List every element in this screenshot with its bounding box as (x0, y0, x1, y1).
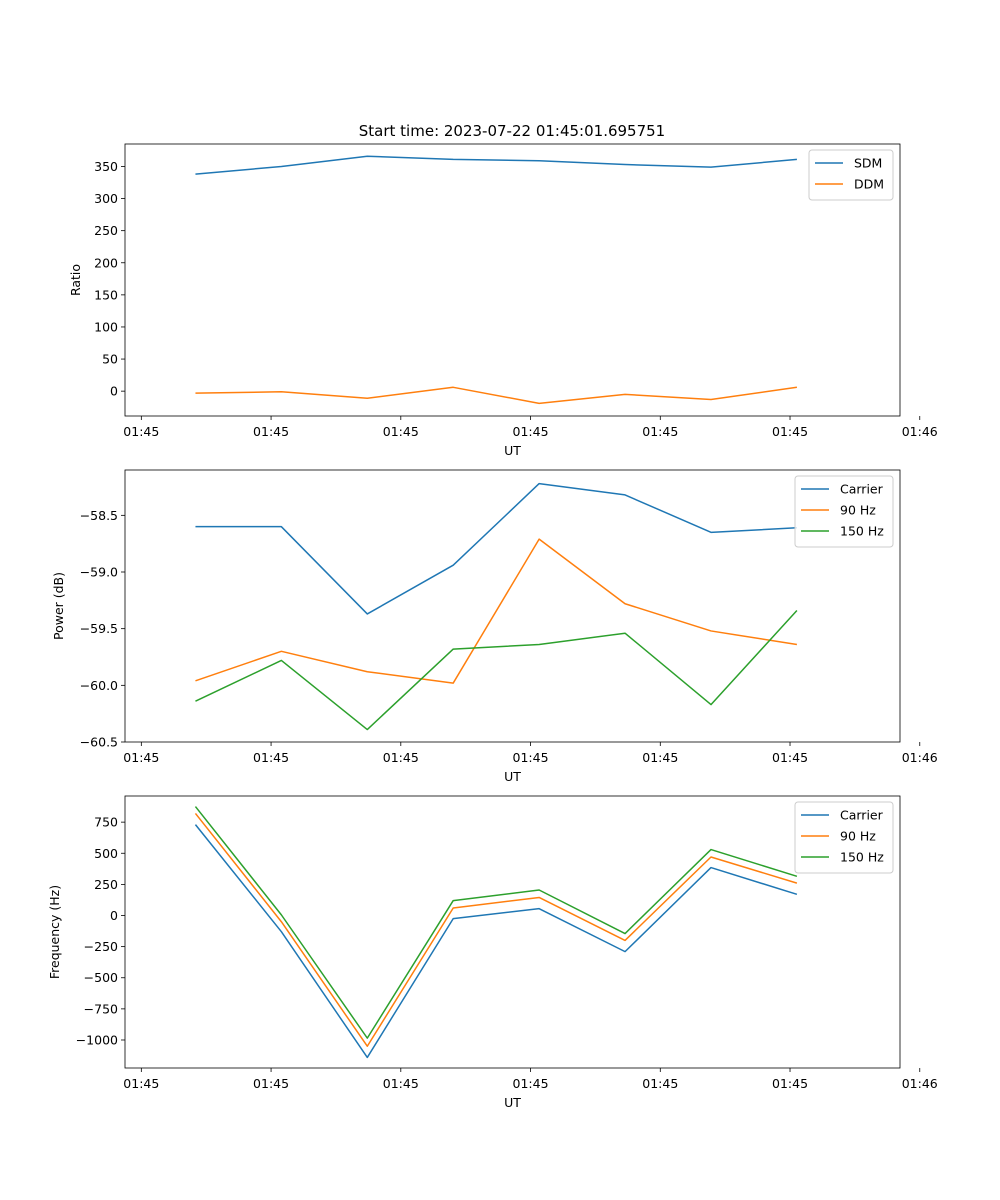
y-tick-label: 350 (94, 159, 118, 174)
series-line-150-hz (194, 806, 798, 1039)
x-tick-label: 01:45 (253, 1076, 289, 1091)
y-tick-label: 200 (94, 255, 118, 270)
legend-label: 90 Hz (840, 829, 876, 844)
x-tick-label: 01:45 (513, 1076, 549, 1091)
y-axis-label: Frequency (Hz) (47, 885, 62, 979)
y-tick-label: 300 (94, 191, 118, 206)
y-tick-label: 0 (110, 908, 118, 923)
x-tick-label: 01:45 (642, 750, 678, 765)
x-axis-label: UT (504, 1095, 521, 1110)
y-tick-label: −58.5 (80, 508, 118, 523)
y-tick-label: −59.5 (80, 621, 118, 636)
x-tick-label: 01:45 (513, 750, 549, 765)
x-tick-label: 01:46 (902, 1076, 938, 1091)
series-line-ddm (195, 386, 798, 405)
legend-label: Carrier (840, 482, 884, 497)
plot-frame (124, 143, 901, 417)
plot-frame (124, 795, 901, 1069)
x-axis-label: UT (504, 769, 521, 784)
series-line-150-hz (195, 610, 798, 731)
x-tick-label: 01:45 (123, 1076, 159, 1091)
y-axis-label: Ratio (68, 264, 83, 296)
plot-frame (124, 469, 901, 743)
series-line-90-hz (194, 812, 798, 1047)
x-tick-label: 01:45 (513, 424, 549, 439)
y-tick-label: 50 (102, 352, 118, 367)
y-tick-label: −750 (84, 1001, 118, 1016)
y-tick-label: −500 (84, 970, 118, 985)
legend-box (794, 801, 894, 874)
x-tick-label: 01:45 (772, 424, 808, 439)
y-tick-label: 750 (94, 815, 118, 830)
x-tick-label: 01:46 (902, 424, 938, 439)
x-tick-label: 01:45 (383, 750, 419, 765)
x-axis-label: UT (504, 443, 521, 458)
legend-label: 150 Hz (840, 524, 884, 539)
legend: Carrier 90 Hz 150 Hz (794, 801, 894, 874)
x-tick-label: 01:45 (123, 750, 159, 765)
y-axis-label: Power (dB) (51, 572, 66, 640)
y-tick-label: −250 (84, 939, 118, 954)
y-tick-label: 500 (94, 846, 118, 861)
series-line-sdm (195, 155, 797, 175)
legend: SDM DDM (808, 149, 894, 201)
panel-2: 01:45 01:45 01:45 01:45 01:45 01:45 01:46 −60.5… (51, 469, 938, 784)
legend-label: DDM (854, 177, 884, 192)
x-tick-label: 01:46 (902, 750, 938, 765)
y-tick-label: −60.0 (80, 678, 118, 693)
y-tick-label: −60.5 (80, 735, 118, 750)
x-tick-label: 01:45 (253, 750, 289, 765)
x-tick-label: 01:45 (383, 424, 419, 439)
y-tick-label: 0 (110, 384, 118, 399)
series-line-carrier (195, 482, 797, 615)
y-tick-label: 100 (94, 319, 118, 334)
y-tick-label: −1000 (76, 1032, 118, 1047)
series-line-carrier (194, 824, 798, 1059)
legend-label: Carrier (840, 808, 884, 823)
y-tick-label: 150 (94, 287, 118, 302)
panel-1: 01:45 01:45 01:45 01:45 01:45 01:45 01:46 0 50 10… (68, 143, 938, 458)
panel-3: 01:45 01:45 01:45 01:45 01:45 01:45 01:46 −1000… (47, 795, 938, 1110)
x-tick-label: 01:45 (772, 750, 808, 765)
y-tick-label: 250 (94, 223, 118, 238)
x-tick-label: 01:45 (383, 1076, 419, 1091)
legend-label: SDM (854, 156, 882, 171)
x-tick-label: 01:45 (772, 1076, 808, 1091)
legend-label: 150 Hz (840, 850, 884, 865)
y-tick-label: −59.0 (80, 565, 118, 580)
legend-label: 90 Hz (840, 503, 876, 518)
panels: 01:45 01:45 01:45 01:45 01:45 01:45 01:46 0 50 10… (47, 143, 938, 1110)
legend-box (794, 475, 894, 548)
y-tick-label: 250 (94, 877, 118, 892)
series-line-90-hz (195, 538, 798, 684)
x-tick-label: 01:45 (123, 424, 159, 439)
x-tick-label: 01:45 (642, 1076, 678, 1091)
x-tick-label: 01:45 (642, 424, 678, 439)
chart-title: Start time: 2023-07-22 01:45:01.695751 (359, 122, 665, 140)
x-tick-label: 01:45 (253, 424, 289, 439)
legend: Carrier 90 Hz 150 Hz (794, 475, 894, 548)
